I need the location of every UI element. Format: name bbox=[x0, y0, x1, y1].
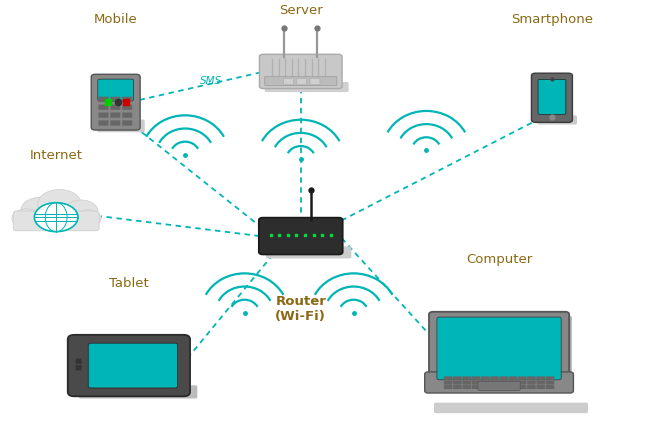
FancyBboxPatch shape bbox=[434, 403, 588, 413]
FancyBboxPatch shape bbox=[284, 79, 293, 85]
FancyBboxPatch shape bbox=[500, 381, 508, 385]
FancyBboxPatch shape bbox=[68, 335, 190, 396]
Circle shape bbox=[21, 198, 58, 223]
Circle shape bbox=[38, 190, 81, 219]
FancyBboxPatch shape bbox=[429, 312, 569, 385]
FancyBboxPatch shape bbox=[122, 105, 132, 110]
FancyBboxPatch shape bbox=[264, 83, 349, 93]
FancyBboxPatch shape bbox=[509, 381, 517, 385]
FancyBboxPatch shape bbox=[98, 97, 108, 102]
FancyBboxPatch shape bbox=[537, 376, 545, 380]
FancyBboxPatch shape bbox=[264, 78, 337, 86]
FancyBboxPatch shape bbox=[259, 218, 342, 255]
FancyBboxPatch shape bbox=[453, 385, 461, 389]
FancyBboxPatch shape bbox=[546, 376, 554, 380]
Text: SMS: SMS bbox=[200, 76, 223, 86]
FancyBboxPatch shape bbox=[259, 55, 342, 89]
FancyBboxPatch shape bbox=[500, 376, 508, 380]
FancyBboxPatch shape bbox=[478, 381, 520, 391]
FancyBboxPatch shape bbox=[518, 385, 526, 389]
FancyBboxPatch shape bbox=[98, 113, 108, 118]
FancyBboxPatch shape bbox=[500, 385, 508, 389]
FancyBboxPatch shape bbox=[110, 113, 120, 118]
Text: Computer: Computer bbox=[466, 252, 532, 265]
FancyBboxPatch shape bbox=[518, 376, 526, 380]
FancyBboxPatch shape bbox=[518, 381, 526, 385]
FancyBboxPatch shape bbox=[537, 116, 577, 125]
FancyBboxPatch shape bbox=[97, 120, 145, 133]
FancyBboxPatch shape bbox=[266, 247, 352, 259]
Text: Internet: Internet bbox=[30, 149, 83, 162]
FancyBboxPatch shape bbox=[490, 376, 498, 380]
FancyBboxPatch shape bbox=[91, 75, 140, 131]
FancyBboxPatch shape bbox=[98, 80, 134, 102]
FancyBboxPatch shape bbox=[527, 385, 535, 389]
FancyBboxPatch shape bbox=[89, 343, 177, 388]
FancyBboxPatch shape bbox=[472, 385, 480, 389]
FancyBboxPatch shape bbox=[110, 121, 120, 126]
Text: Tablet: Tablet bbox=[109, 276, 149, 289]
FancyBboxPatch shape bbox=[509, 376, 517, 380]
FancyBboxPatch shape bbox=[75, 365, 82, 371]
FancyBboxPatch shape bbox=[310, 79, 320, 85]
FancyBboxPatch shape bbox=[98, 105, 108, 110]
FancyBboxPatch shape bbox=[546, 381, 554, 385]
FancyBboxPatch shape bbox=[538, 80, 566, 115]
FancyBboxPatch shape bbox=[463, 376, 471, 380]
FancyBboxPatch shape bbox=[481, 376, 489, 380]
FancyBboxPatch shape bbox=[79, 385, 197, 399]
FancyBboxPatch shape bbox=[75, 359, 82, 364]
FancyBboxPatch shape bbox=[490, 381, 498, 385]
Text: Smartphone: Smartphone bbox=[511, 13, 593, 26]
FancyBboxPatch shape bbox=[481, 381, 489, 385]
FancyBboxPatch shape bbox=[444, 381, 452, 385]
FancyBboxPatch shape bbox=[472, 381, 480, 385]
FancyBboxPatch shape bbox=[481, 385, 489, 389]
FancyBboxPatch shape bbox=[122, 121, 132, 126]
Text: Mobile: Mobile bbox=[94, 13, 137, 26]
FancyBboxPatch shape bbox=[463, 385, 471, 389]
FancyBboxPatch shape bbox=[98, 121, 108, 126]
FancyBboxPatch shape bbox=[537, 381, 545, 385]
FancyBboxPatch shape bbox=[437, 317, 561, 380]
FancyBboxPatch shape bbox=[110, 105, 120, 110]
Text: Server: Server bbox=[279, 4, 323, 18]
FancyBboxPatch shape bbox=[424, 372, 573, 393]
Circle shape bbox=[12, 209, 41, 229]
FancyBboxPatch shape bbox=[122, 113, 132, 118]
FancyBboxPatch shape bbox=[444, 385, 452, 389]
FancyBboxPatch shape bbox=[453, 381, 461, 385]
FancyBboxPatch shape bbox=[527, 376, 535, 380]
FancyBboxPatch shape bbox=[537, 385, 545, 389]
FancyBboxPatch shape bbox=[297, 79, 307, 85]
FancyBboxPatch shape bbox=[490, 385, 498, 389]
FancyBboxPatch shape bbox=[122, 97, 132, 102]
FancyBboxPatch shape bbox=[110, 97, 120, 102]
FancyBboxPatch shape bbox=[13, 212, 99, 231]
FancyBboxPatch shape bbox=[463, 381, 471, 385]
Text: Router
(Wi-Fi): Router (Wi-Fi) bbox=[276, 295, 326, 323]
FancyBboxPatch shape bbox=[444, 376, 452, 380]
FancyBboxPatch shape bbox=[561, 316, 572, 381]
FancyBboxPatch shape bbox=[509, 385, 517, 389]
Circle shape bbox=[75, 210, 101, 228]
Circle shape bbox=[34, 203, 78, 232]
FancyBboxPatch shape bbox=[527, 381, 535, 385]
Circle shape bbox=[65, 201, 98, 223]
FancyBboxPatch shape bbox=[472, 376, 480, 380]
FancyBboxPatch shape bbox=[453, 376, 461, 380]
FancyBboxPatch shape bbox=[531, 74, 572, 123]
FancyBboxPatch shape bbox=[546, 385, 554, 389]
